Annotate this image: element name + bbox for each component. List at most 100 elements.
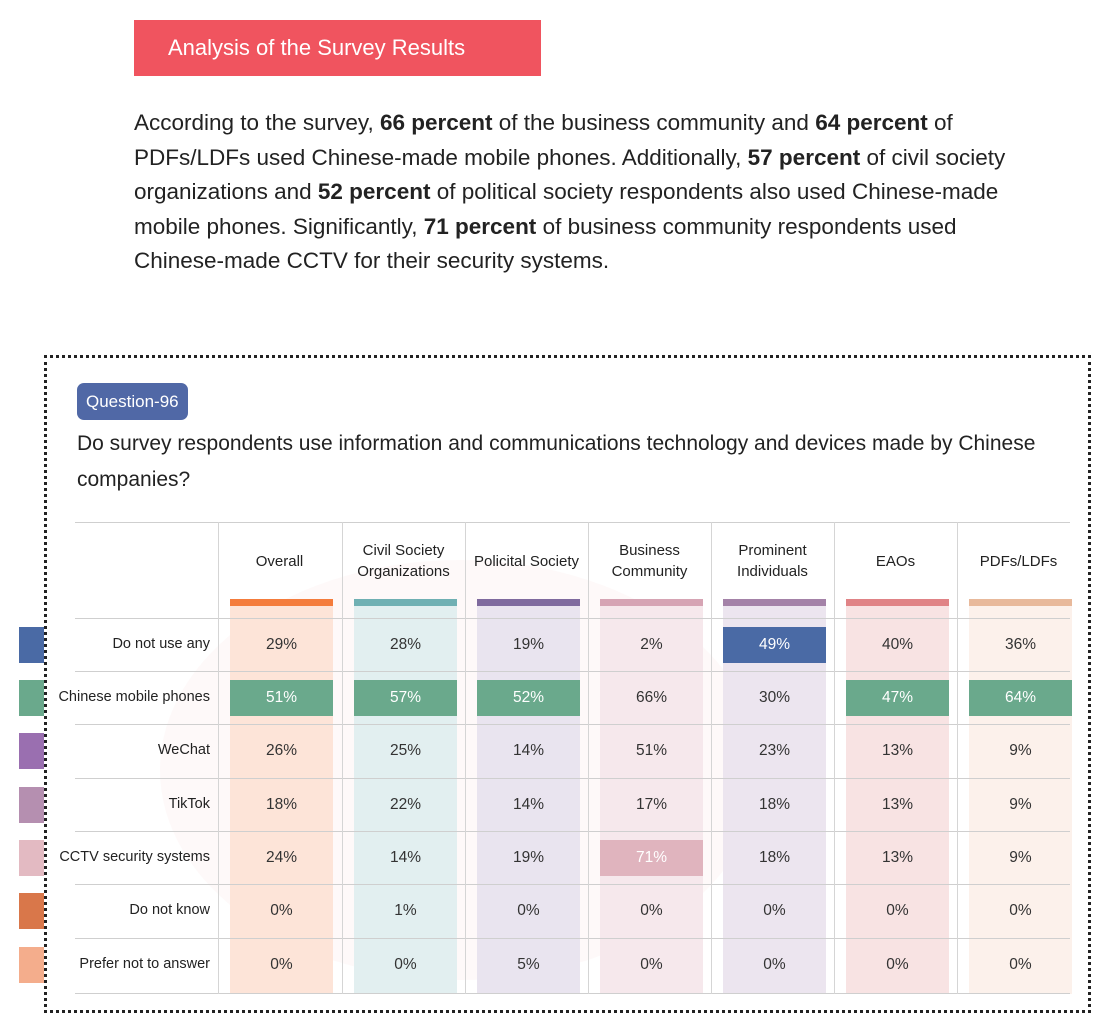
table-cell: 18% [758, 795, 791, 813]
table-cell: 0% [1009, 901, 1032, 919]
table-cell: 19% [512, 848, 545, 866]
column-accent-bar [723, 599, 826, 606]
row-divider [75, 778, 1070, 779]
paragraph-text: According to the survey, [134, 110, 380, 135]
table-cell: 29% [265, 635, 298, 653]
paragraph-text: of PDFs/LDFs used Chinese-made mobile ph… [134, 110, 953, 170]
emphasis-text: 52 percent [317, 179, 431, 205]
row-divider [75, 831, 1070, 832]
table-cell: 0% [270, 901, 293, 919]
table-cell: 5% [517, 955, 540, 973]
row-divider [75, 671, 1070, 672]
emphasis-text: 71 percent [423, 213, 537, 239]
column-accent-bar [230, 599, 333, 606]
column-accent-bar [477, 599, 580, 606]
table-cell: 9% [1009, 741, 1032, 759]
table-cell: 0% [640, 901, 663, 919]
table-cell: 19% [512, 635, 545, 653]
column-header: PDFs/LDFs [979, 552, 1058, 570]
summary-paragraph: According to the survey, 66 percent of t… [134, 106, 1014, 279]
column-accent-bar [846, 599, 949, 606]
paragraph-text: of political society respondents also us… [134, 179, 999, 239]
column-divider [342, 522, 343, 994]
table-cell: 23% [758, 741, 791, 759]
column-header: Business Community [611, 542, 688, 580]
row-label: TikTok [168, 796, 210, 812]
table-cell: 51% [635, 741, 668, 759]
table-cell: 36% [1004, 635, 1037, 653]
column-background [477, 605, 580, 994]
column-background [723, 605, 826, 994]
paragraph-text: of the business community and [492, 110, 816, 135]
emphasis-text: 66 percent [379, 110, 493, 135]
column-background [354, 605, 457, 994]
column-header: Policital Society [473, 552, 580, 570]
panel-border-right [1088, 355, 1091, 1013]
table-cell: 0% [1009, 955, 1032, 973]
column-divider [711, 522, 712, 994]
table-cell: 17% [635, 795, 668, 813]
table-cell: 24% [265, 848, 298, 866]
table-cell: 0% [270, 955, 293, 973]
row-label: CCTV security systems [59, 849, 210, 865]
row-divider [75, 993, 1070, 994]
table-cell: 1% [394, 901, 417, 919]
paragraph-text: of civil society organizations and [134, 144, 1006, 205]
column-background [969, 605, 1072, 994]
column-header: Overall [255, 552, 304, 570]
table-cell: 9% [1009, 795, 1032, 813]
column-divider [465, 522, 466, 994]
table-cell: 28% [389, 635, 422, 653]
table-cell: 14% [512, 741, 545, 759]
row-label: Do not use any [112, 636, 210, 652]
column-divider [834, 522, 835, 994]
legend-swatch [19, 840, 44, 876]
table-cell: 13% [881, 741, 914, 759]
legend-swatch [19, 733, 44, 769]
row-label: Do not know [129, 902, 210, 918]
question-text: Do survey respondents use information an… [77, 432, 1036, 491]
table-cell: 25% [389, 741, 422, 759]
table-cell: 0% [394, 955, 417, 973]
table-cell: 30% [758, 688, 791, 706]
column-accent-bar [354, 599, 457, 606]
column-divider [588, 522, 589, 994]
row-label: Prefer not to answer [79, 956, 210, 972]
row-label: Chinese mobile phones [58, 689, 210, 705]
row-divider [75, 938, 1070, 939]
table-cell: 18% [265, 795, 298, 813]
table-cell: 14% [512, 795, 545, 813]
section-title-banner: Analysis of the Survey Results [134, 20, 541, 76]
table-cell: 51% [230, 680, 333, 716]
row-divider [75, 618, 1070, 619]
panel-border-bottom [44, 1010, 1091, 1013]
column-background [846, 605, 949, 994]
table-cell: 26% [265, 741, 298, 759]
table-cell: 49% [723, 627, 826, 663]
table-cell: 9% [1009, 848, 1032, 866]
table-cell: 66% [635, 688, 668, 706]
column-background [600, 605, 703, 994]
table-cell: 22% [389, 795, 422, 813]
column-accent-bar [600, 599, 703, 606]
column-divider [218, 522, 219, 994]
column-accent-bar [969, 599, 1072, 606]
table-cell: 13% [881, 795, 914, 813]
table-cell: 47% [846, 680, 949, 716]
column-header: Prominent Individuals [737, 542, 808, 580]
table-cell: 13% [881, 848, 914, 866]
table-cell: 40% [881, 635, 914, 653]
table-cell: 57% [354, 680, 457, 716]
question-badge: Question-96 [77, 383, 188, 420]
row-divider [75, 522, 1070, 523]
table-cell: 2% [640, 635, 663, 653]
table-cell: 0% [763, 955, 786, 973]
table-cell: 0% [763, 901, 786, 919]
column-header: EAOs [875, 552, 916, 570]
table-cell: 0% [886, 901, 909, 919]
table-cell: 18% [758, 848, 791, 866]
table-cell: 14% [389, 848, 422, 866]
emphasis-text: 64 percent [815, 110, 928, 135]
legend-swatch [19, 787, 44, 823]
table-cell: 0% [886, 955, 909, 973]
